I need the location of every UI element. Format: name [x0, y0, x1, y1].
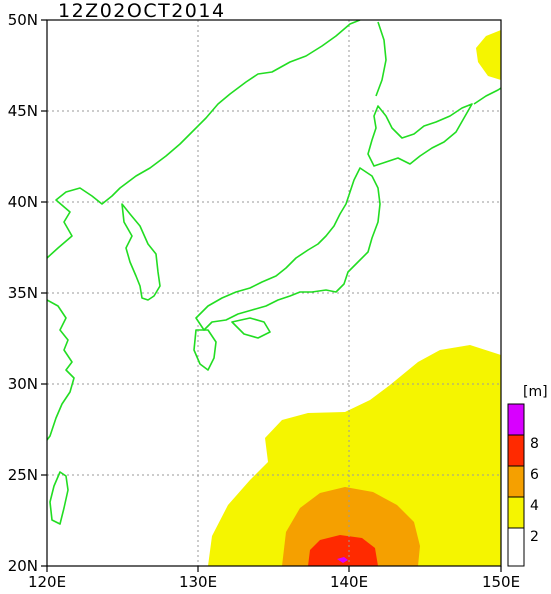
y-tick-label: 50N [8, 11, 38, 29]
kuril-coast [473, 87, 501, 105]
contour-8m [337, 557, 348, 563]
y-tick-label: 25N [8, 466, 38, 484]
hokkaido-coast [367, 103, 473, 167]
x-tick-label: 150E [482, 573, 520, 591]
map-title: 12Z02OCT2014 [58, 0, 226, 22]
colorbar-tick-label: 6 [530, 467, 539, 483]
colorbar-bin-2-4 [507, 496, 525, 529]
contour-2m [208, 345, 501, 566]
y-tick-label: 45N [8, 102, 38, 120]
x-tick-label: 140E [330, 573, 368, 591]
y-axis-labels: 20N 25N 30N 35N 40N 45N 50N [8, 11, 38, 575]
colorbar-unit: [m] [523, 384, 548, 400]
colorbar-bin-above-8 [507, 403, 525, 436]
honshu-coast [195, 167, 381, 331]
x-tick-label: 120E [28, 573, 66, 591]
asia-mainland-coast [47, 20, 361, 259]
y-tick-label: 40N [8, 193, 38, 211]
x-tick-label: 130E [179, 573, 217, 591]
china-coast [47, 299, 75, 441]
wave-height-contours [208, 20, 501, 566]
colorbar-tick-label: 8 [530, 436, 539, 452]
x-axis-labels: 120E 130E 140E 150E [28, 573, 520, 591]
colorbar-bin-4-6 [507, 465, 525, 498]
colorbar: [m] 2 4 6 8 [507, 384, 548, 567]
contour-6m [308, 535, 378, 566]
y-tick-label: 35N [8, 284, 38, 302]
sakhalin-coast [375, 21, 387, 97]
shikoku-coast [231, 317, 271, 339]
coastlines [47, 20, 501, 525]
kyushu-coast [193, 329, 217, 371]
colorbar-tick-label: 4 [530, 498, 539, 514]
colorbar-bin-6-8 [507, 434, 525, 467]
y-tick-label: 30N [8, 375, 38, 393]
lat-lon-grid [47, 20, 501, 566]
colorbar-tick-label: 2 [530, 529, 539, 545]
axis-ticks [41, 19, 502, 572]
taiwan-coast [49, 471, 69, 525]
contour-2m-northeast [476, 20, 501, 80]
colorbar-bin-below-2 [507, 527, 525, 567]
y-tick-label: 20N [8, 557, 38, 575]
korea-coast [121, 203, 161, 301]
